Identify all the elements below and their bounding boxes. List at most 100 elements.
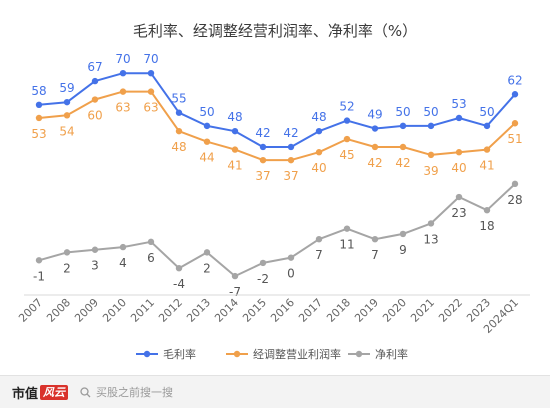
data-label: 70 bbox=[143, 52, 158, 66]
data-point[interactable] bbox=[287, 156, 295, 164]
data-point[interactable] bbox=[399, 230, 407, 238]
data-label: 23 bbox=[451, 206, 466, 220]
data-label: 60 bbox=[87, 109, 102, 123]
data-point[interactable] bbox=[63, 98, 71, 106]
data-point[interactable] bbox=[231, 146, 239, 153]
data-label: 55 bbox=[171, 92, 186, 106]
x-tick-label: 2022 bbox=[436, 296, 465, 325]
x-tick-label: 2020 bbox=[380, 296, 409, 325]
x-tick-label: 2014 bbox=[212, 296, 241, 325]
series-line-1 bbox=[38, 90, 516, 162]
x-tick-label: 2017 bbox=[296, 296, 325, 325]
data-point[interactable] bbox=[35, 257, 43, 264]
x-tick-label: 2011 bbox=[128, 296, 157, 325]
data-label: 3 bbox=[91, 259, 99, 273]
data-point[interactable] bbox=[511, 91, 519, 98]
data-point[interactable] bbox=[259, 259, 267, 267]
data-point[interactable] bbox=[343, 135, 351, 143]
data-label: 62 bbox=[507, 73, 522, 87]
legend-label: 经调整营业利润率 bbox=[253, 347, 341, 361]
data-point[interactable] bbox=[231, 272, 239, 280]
search-text: 买股之前搜一搜 bbox=[96, 386, 174, 399]
data-label: 54 bbox=[59, 124, 74, 138]
x-tick-label: 2016 bbox=[268, 296, 297, 325]
data-point[interactable] bbox=[511, 180, 519, 188]
data-point[interactable] bbox=[175, 127, 183, 135]
data-label: 45 bbox=[339, 148, 354, 162]
legend-swatch-dot bbox=[233, 350, 241, 358]
data-label: 40 bbox=[311, 161, 326, 175]
x-tick-label: 2019 bbox=[352, 296, 381, 325]
data-point[interactable] bbox=[399, 143, 407, 151]
data-point[interactable] bbox=[315, 236, 323, 243]
data-point[interactable] bbox=[371, 143, 379, 151]
data-point[interactable] bbox=[119, 243, 127, 251]
legend-item-2[interactable]: 净利率 bbox=[348, 347, 408, 361]
data-point[interactable] bbox=[147, 238, 155, 246]
data-point[interactable] bbox=[399, 122, 407, 130]
data-label: 18 bbox=[479, 219, 494, 233]
data-point[interactable] bbox=[203, 249, 211, 256]
data-label: -2 bbox=[257, 272, 269, 286]
data-point[interactable] bbox=[147, 69, 155, 77]
data-point[interactable] bbox=[483, 146, 491, 153]
data-point[interactable] bbox=[91, 246, 99, 253]
data-label: 49 bbox=[367, 108, 382, 122]
data-label: 42 bbox=[395, 156, 410, 170]
data-point[interactable] bbox=[63, 249, 71, 256]
data-label: 37 bbox=[255, 169, 270, 183]
data-label: 51 bbox=[507, 132, 522, 146]
data-point[interactable] bbox=[371, 125, 379, 132]
data-point[interactable] bbox=[259, 143, 267, 151]
data-point[interactable] bbox=[455, 193, 463, 201]
data-point[interactable] bbox=[35, 101, 43, 109]
data-point[interactable] bbox=[175, 109, 183, 116]
data-point[interactable] bbox=[175, 264, 183, 272]
data-point[interactable] bbox=[427, 151, 435, 159]
x-tick-label: 2021 bbox=[408, 296, 437, 325]
data-label: 53 bbox=[31, 127, 46, 141]
data-point[interactable] bbox=[511, 120, 519, 127]
data-point[interactable] bbox=[371, 236, 379, 243]
data-point[interactable] bbox=[455, 114, 463, 122]
x-tick-label: 2008 bbox=[44, 296, 73, 325]
data-point[interactable] bbox=[427, 220, 435, 227]
data-point[interactable] bbox=[35, 114, 43, 122]
data-point[interactable] bbox=[91, 77, 99, 85]
search-hint[interactable]: 买股之前搜一搜 bbox=[80, 384, 173, 400]
data-point[interactable] bbox=[343, 117, 351, 124]
chart-title: 毛利率、经调整经营利润率、净利率（%） bbox=[133, 22, 417, 40]
data-point[interactable] bbox=[119, 69, 127, 77]
data-point[interactable] bbox=[483, 122, 491, 130]
data-point[interactable] bbox=[427, 122, 435, 130]
data-point[interactable] bbox=[63, 112, 71, 119]
data-label: 50 bbox=[423, 105, 438, 119]
data-point[interactable] bbox=[119, 88, 127, 95]
data-point[interactable] bbox=[315, 149, 323, 156]
data-point[interactable] bbox=[91, 96, 99, 103]
brand-logo[interactable]: 市值 风云 bbox=[12, 383, 69, 402]
data-label: 39 bbox=[423, 164, 438, 178]
x-tick-label: 2009 bbox=[72, 296, 101, 325]
data-label: 63 bbox=[115, 101, 130, 115]
data-label: -4 bbox=[173, 277, 185, 291]
data-point[interactable] bbox=[147, 88, 155, 95]
data-label: 6 bbox=[147, 251, 155, 265]
data-point[interactable] bbox=[315, 127, 323, 135]
data-point[interactable] bbox=[203, 138, 211, 145]
data-point[interactable] bbox=[483, 207, 491, 214]
data-point[interactable] bbox=[287, 143, 295, 151]
data-point[interactable] bbox=[343, 225, 351, 232]
data-label: 50 bbox=[395, 105, 410, 119]
legend-label: 毛利率 bbox=[163, 347, 196, 361]
data-point[interactable] bbox=[455, 149, 463, 156]
legend-item-1[interactable]: 经调整营业利润率 bbox=[226, 347, 341, 361]
footer-bar: 市值 风云 买股之前搜一搜 bbox=[0, 375, 550, 408]
chart-card: 毛利率、经调整经营利润率、净利率（%） 58 59 67 70 70 55 50 48 42 42… bbox=[16, 22, 530, 361]
data-point[interactable] bbox=[287, 254, 295, 261]
data-point[interactable] bbox=[259, 156, 267, 164]
data-point[interactable] bbox=[203, 122, 211, 130]
legend-item-0[interactable]: 毛利率 bbox=[136, 347, 196, 361]
data-point[interactable] bbox=[231, 127, 239, 135]
